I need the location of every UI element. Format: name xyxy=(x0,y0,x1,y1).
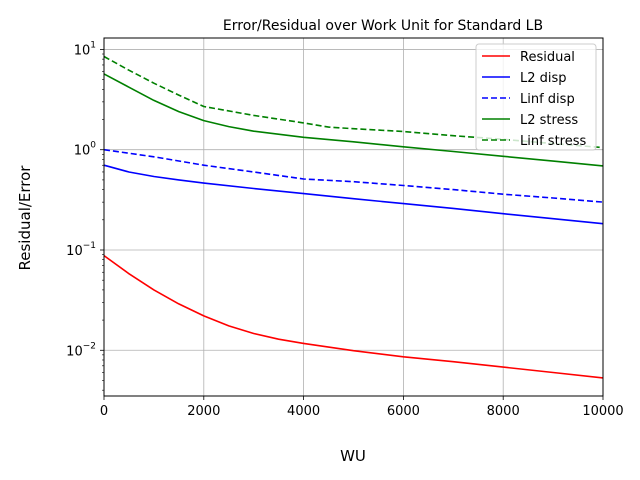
y-tick-label: 100 xyxy=(74,141,97,159)
plot-frame xyxy=(103,37,604,397)
legend: Residual L2 disp Linf disp L2 stress Linf st… xyxy=(475,43,597,151)
legend-box xyxy=(475,43,597,151)
x-tick-label: 8000 xyxy=(487,404,520,419)
x-tick-label: 0 xyxy=(100,404,108,419)
series-lines xyxy=(103,55,604,379)
y-axis: 10−2 10−1 100 101 xyxy=(66,40,104,391)
legend-label: Linf stress xyxy=(520,134,587,149)
x-tick-label: 6000 xyxy=(387,404,420,419)
y-tick-label: 10−2 xyxy=(66,341,96,359)
series-line-l2-stress xyxy=(103,73,604,167)
y-axis-label: Residual/Error xyxy=(16,165,34,271)
series-line-linf-stress xyxy=(103,55,604,149)
legend-label: L2 disp xyxy=(520,71,567,86)
legend-label: Linf disp xyxy=(520,92,575,107)
legend-label: Residual xyxy=(520,50,575,65)
x-axis: 0 2000 4000 6000 8000 10000 xyxy=(100,396,624,419)
legend-label: L2 stress xyxy=(520,113,578,128)
series-line-linf-disp xyxy=(103,148,604,203)
chart-title: Error/Residual over Work Unit for Standa… xyxy=(223,18,543,34)
x-tick-label: 10000 xyxy=(582,404,623,419)
x-tick-label: 4000 xyxy=(287,404,320,419)
series-line-l2-disp xyxy=(103,164,604,225)
y-tick-label: 10−1 xyxy=(66,241,96,259)
x-tick-label: 2000 xyxy=(187,404,220,419)
x-axis-label: WU xyxy=(340,447,366,465)
y-tick-label: 101 xyxy=(74,40,96,58)
series-line-residual xyxy=(103,254,604,379)
